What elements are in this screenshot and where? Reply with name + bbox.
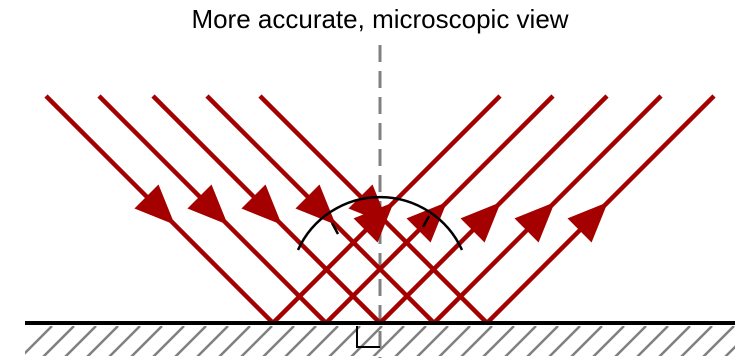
- hatch-mark: [64, 326, 97, 356]
- hatch-mark: [548, 326, 581, 356]
- arrow-down-right-icon: [241, 184, 282, 225]
- hatch-mark: [86, 326, 119, 356]
- hatch-mark: [25, 326, 53, 355]
- hatch-mark: [350, 326, 383, 356]
- hatch-mark: [592, 326, 625, 356]
- hatch-mark: [196, 326, 229, 356]
- angle-tick-right: [421, 215, 431, 228]
- hatch-mark: [306, 326, 339, 356]
- hatch-mark: [372, 326, 405, 356]
- angle-tick-left: [330, 222, 340, 235]
- hatch-mark: [460, 326, 493, 356]
- arrow-down-right-icon: [134, 184, 175, 225]
- hatch-mark: [658, 326, 691, 356]
- arrow-up-right-icon: [514, 202, 555, 243]
- hatch-mark: [702, 326, 735, 356]
- arrow-down-right-icon: [187, 184, 228, 225]
- hatch-mark: [328, 326, 361, 356]
- hatch-mark: [636, 326, 669, 356]
- hatch-mark: [482, 326, 515, 356]
- hatch-mark: [174, 326, 207, 356]
- light-rays: [44, 94, 716, 325]
- hatch-mark: [570, 326, 603, 356]
- hatch-mark: [394, 326, 427, 356]
- arrow-up-right-icon: [353, 202, 394, 243]
- right-angle-marker-icon: [356, 326, 380, 348]
- hatch-mark: [240, 326, 273, 356]
- hatch-mark: [218, 326, 251, 356]
- hatch-mark: [284, 326, 317, 356]
- arrow-up-right-icon: [567, 202, 608, 243]
- hatch-mark: [108, 326, 141, 356]
- hatch-mark: [42, 326, 75, 356]
- hatch-mark: [416, 326, 449, 356]
- hatch-mark: [262, 326, 295, 356]
- hatch-mark: [152, 326, 185, 356]
- surface-hatching: [25, 326, 735, 356]
- arrow-down-right-icon: [348, 184, 389, 225]
- hatch-mark: [614, 326, 647, 356]
- arrow-up-right-icon: [460, 202, 501, 243]
- angle-arc-icon: [296, 195, 464, 251]
- hatch-mark: [130, 326, 163, 356]
- hatch-mark: [438, 326, 471, 356]
- diagram-title: More accurate, microscopic view: [191, 4, 569, 34]
- hatch-mark: [526, 326, 559, 356]
- hatch-mark: [680, 326, 713, 356]
- hatch-mark: [504, 326, 537, 356]
- hatch-mark: [724, 345, 735, 356]
